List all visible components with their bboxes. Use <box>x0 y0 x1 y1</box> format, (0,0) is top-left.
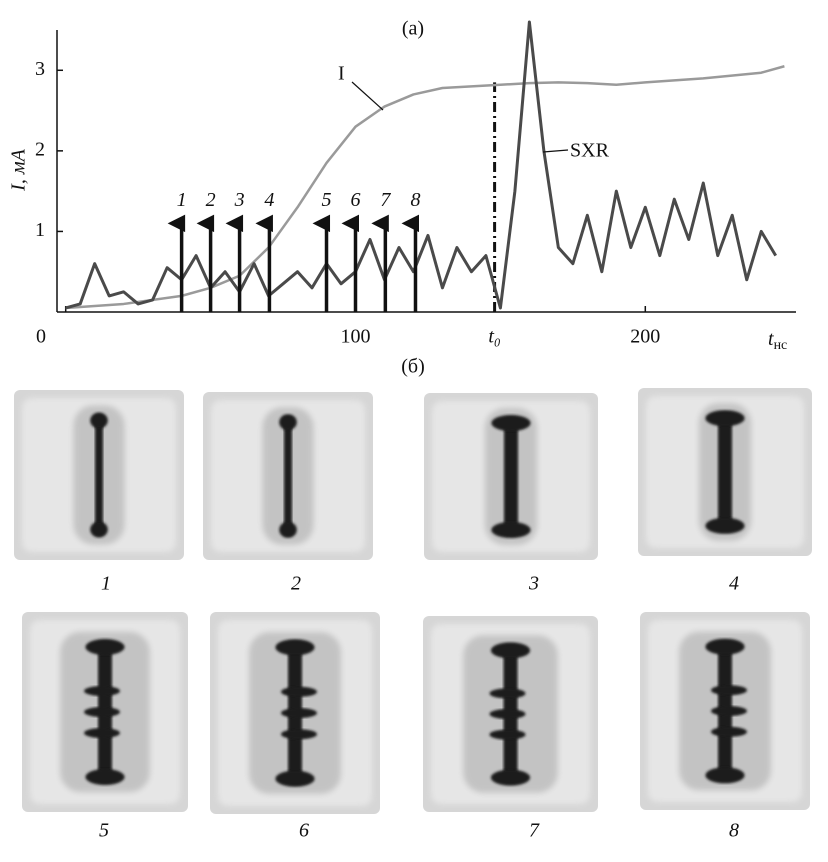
arrow-label: 8 <box>410 189 420 211</box>
x-axis-label: tнс <box>768 328 787 354</box>
frame-caption: 6 <box>299 820 309 842</box>
frame-image <box>423 616 598 812</box>
frame-image <box>203 392 373 560</box>
y-tick-label: 2 <box>35 138 45 160</box>
frame-blob <box>281 686 317 697</box>
frame-image <box>424 393 598 560</box>
frame-blob <box>90 412 108 429</box>
frame-blob <box>279 521 297 538</box>
frame-blob <box>85 639 125 655</box>
frame-blob <box>281 708 317 718</box>
frame-blob <box>490 769 531 786</box>
y-tick-label: 1 <box>35 219 45 241</box>
arrow-label: 5 <box>322 189 332 211</box>
frame-column <box>504 418 518 535</box>
frame-blob <box>84 707 120 717</box>
frame-blob <box>85 769 125 785</box>
panel-label: (а) <box>402 18 424 40</box>
series-line <box>65 20 778 310</box>
x-tick-label: t₀ <box>488 326 501 348</box>
arrow-label: 3 <box>234 189 245 211</box>
frame-caption: 4 <box>729 573 739 595</box>
frame-column <box>284 417 292 535</box>
y-axis-label: I, мА <box>8 148 30 191</box>
arrow-label: 4 <box>264 189 274 211</box>
x-tick-label: 100 <box>340 326 370 348</box>
frame-blob <box>84 686 120 696</box>
frame-caption: 5 <box>99 820 109 842</box>
frame-image <box>640 612 810 810</box>
frame-blob <box>711 726 747 737</box>
frame-column <box>718 413 732 531</box>
frame-image <box>14 390 184 560</box>
frame-image <box>22 612 188 812</box>
frame-caption: 1 <box>101 573 111 595</box>
frame-blob <box>489 688 526 699</box>
arrow-label: 1 <box>177 189 187 211</box>
frame-blob <box>84 728 120 738</box>
arrow-label: 7 <box>380 189 391 211</box>
frame-caption: 7 <box>529 820 540 842</box>
leader-line <box>542 149 569 153</box>
frame-blob <box>490 642 531 659</box>
frame-blob <box>279 414 297 431</box>
frame-blob <box>489 729 526 740</box>
frame-blob <box>275 770 315 787</box>
arrow-label: 2 <box>206 189 216 211</box>
frame-blob <box>705 767 745 784</box>
series-line <box>65 65 785 310</box>
leader-line <box>351 81 384 111</box>
frame-blob <box>90 521 108 538</box>
frame-caption: 8 <box>729 820 739 842</box>
frame-image <box>210 612 380 814</box>
frame-caption: 2 <box>291 573 301 595</box>
x-tick-label: 0 <box>36 326 46 348</box>
frame-blob <box>281 729 317 740</box>
x-axis-symbol: t <box>768 328 774 350</box>
x-tick-label: 200 <box>630 326 660 348</box>
series-label: SXR <box>570 140 610 162</box>
y-tick-label: 3 <box>35 58 45 80</box>
frame-blob <box>275 639 315 656</box>
frame-blob <box>489 709 526 719</box>
frame-column <box>95 415 103 535</box>
panel-label: (б) <box>401 356 425 378</box>
series-label: I <box>338 63 345 85</box>
frame-blob <box>711 685 747 696</box>
frame-blob <box>491 521 531 538</box>
frame-blob <box>711 706 747 716</box>
frame-image <box>638 388 812 556</box>
frame-blob <box>491 415 531 432</box>
frame-caption: 3 <box>528 573 539 595</box>
frame-blob <box>705 517 745 534</box>
frame-blob <box>705 638 745 655</box>
x-axis-unit: нс <box>774 338 788 353</box>
arrow-label: 6 <box>350 189 360 211</box>
frame-blob <box>705 410 745 427</box>
